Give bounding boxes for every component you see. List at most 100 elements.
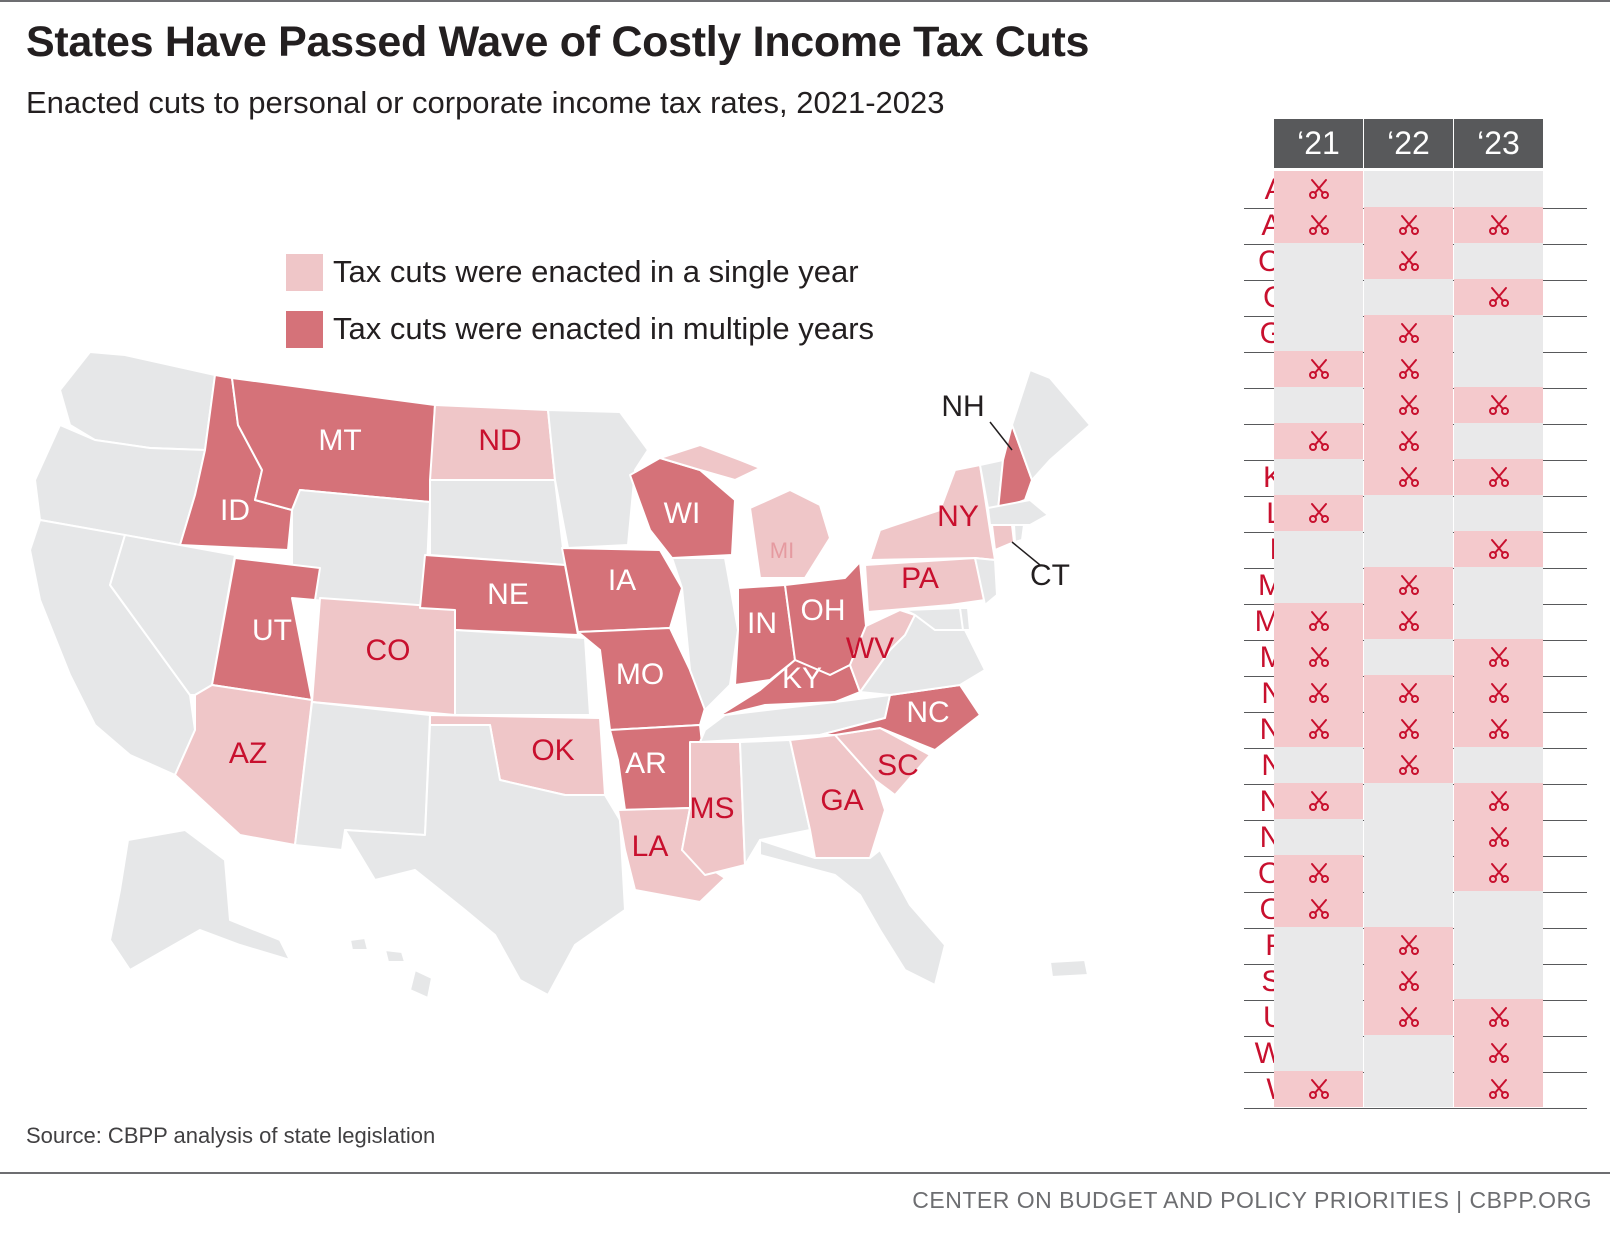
scissors-icon (1398, 431, 1419, 451)
empty-cell (1364, 279, 1453, 315)
state-shape-ct (991, 524, 1015, 551)
scissors-icon (1488, 791, 1509, 811)
tax-cut-cell (1364, 999, 1453, 1035)
scissors-icon (1488, 683, 1509, 703)
state-label-la: LA (632, 830, 669, 863)
state-label-ok: OK (531, 734, 574, 767)
tax-cut-cell (1364, 711, 1453, 747)
empty-cell (1274, 279, 1363, 315)
legend-label-multiple: Tax cuts were enacted in multiple years (333, 311, 875, 346)
tax-cut-cell (1454, 459, 1543, 495)
scissors-icon (1398, 683, 1419, 703)
empty-cell (1274, 387, 1363, 423)
empty-cell (1364, 639, 1453, 675)
scissors-icon (1398, 935, 1419, 955)
tax-cut-cell (1454, 279, 1543, 315)
empty-cell (1364, 783, 1453, 819)
empty-cell (1274, 747, 1363, 783)
empty-cell (1364, 819, 1453, 855)
scissors-icon (1398, 755, 1419, 775)
scissors-icon (1398, 719, 1419, 739)
state-shape-hi (349, 937, 433, 999)
empty-cell (1454, 495, 1543, 531)
scissors-icon (1308, 683, 1329, 703)
tax-cut-cell (1364, 927, 1453, 963)
callout-label-nh: NH (941, 390, 984, 423)
tax-cut-cell (1454, 675, 1543, 711)
state-label-nc: NC (906, 696, 949, 729)
tax-cut-cell (1274, 495, 1363, 531)
tax-cut-cell (1454, 1071, 1543, 1107)
scissors-icon (1398, 1007, 1419, 1027)
state-label-mi: MI (770, 538, 794, 563)
state-shape-il (671, 557, 739, 711)
scissors-icon (1488, 539, 1509, 559)
top-rule (0, 0, 1610, 2)
state-label-ar: AR (625, 747, 667, 780)
row-divider (1244, 1108, 1587, 1109)
legend-swatch-single (286, 253, 323, 291)
state-label-ga: GA (820, 784, 863, 817)
state-label-co: CO (366, 634, 411, 667)
tax-cut-cell (1274, 171, 1363, 207)
scissors-icon (1488, 395, 1509, 415)
empty-cell (1274, 1035, 1363, 1071)
state-label-wv: WV (846, 632, 894, 665)
scissors-icon (1308, 215, 1329, 235)
empty-cell (1364, 171, 1453, 207)
scissors-icon (1398, 323, 1419, 343)
scissors-icon (1488, 1079, 1509, 1099)
state-shape-ny (869, 464, 996, 561)
scissors-icon (1398, 251, 1419, 271)
scissors-icon (1488, 719, 1509, 739)
tax-cut-cell (1364, 423, 1453, 459)
empty-cell (1274, 999, 1363, 1035)
empty-cell (1454, 351, 1543, 387)
scissors-icon (1398, 395, 1419, 415)
empty-cell (1454, 963, 1543, 999)
scissors-icon (1308, 899, 1329, 919)
tax-cut-cell (1274, 711, 1363, 747)
scissors-icon (1398, 971, 1419, 991)
empty-cell (1274, 819, 1363, 855)
year-header: ‘22 (1364, 119, 1453, 168)
tax-cut-cell (1454, 999, 1543, 1035)
scissors-icon (1488, 1007, 1509, 1027)
scissors-icon (1488, 215, 1509, 235)
state-shape-nj (974, 557, 998, 606)
tax-cut-cell (1364, 675, 1453, 711)
empty-cell (1364, 891, 1453, 927)
callout-label-ct: CT (1030, 559, 1070, 592)
tax-cut-cell (1274, 207, 1363, 243)
legend-item-single: Tax cuts were enacted in a single year (286, 252, 859, 292)
empty-cell (1454, 603, 1543, 639)
source-note: Source: CBPP analysis of state legislati… (26, 1123, 436, 1148)
state-shape-mi (749, 489, 831, 579)
empty-cell (1454, 315, 1543, 351)
state-shape-ak (109, 829, 291, 971)
tax-cut-cell (1454, 207, 1543, 243)
state-label-ms: MS (690, 792, 735, 825)
tax-cut-cell (1274, 783, 1363, 819)
state-shape-md (904, 607, 966, 631)
tax-cut-cell (1274, 603, 1363, 639)
tax-cut-cell (1364, 315, 1453, 351)
scissors-icon (1308, 611, 1329, 631)
tax-cut-cell (1364, 603, 1453, 639)
empty-cell (1274, 459, 1363, 495)
state-label-ky: KY (782, 662, 822, 695)
tax-cut-cell (1364, 567, 1453, 603)
empty-cell (1454, 423, 1543, 459)
legend-item-multiple: Tax cuts were enacted in multiple years (286, 309, 874, 349)
state-shape-ma (987, 499, 1049, 526)
callout-line-ct (1011, 541, 1041, 566)
empty-cell (1454, 891, 1543, 927)
state-label-ne: NE (487, 578, 529, 611)
scissors-icon (1398, 575, 1419, 595)
tax-cut-cell (1364, 459, 1453, 495)
tax-cut-cell (1364, 747, 1453, 783)
scissors-icon (1398, 359, 1419, 379)
empty-cell (1364, 1071, 1453, 1107)
tax-cut-cell (1364, 387, 1453, 423)
tax-cut-cell (1454, 639, 1543, 675)
